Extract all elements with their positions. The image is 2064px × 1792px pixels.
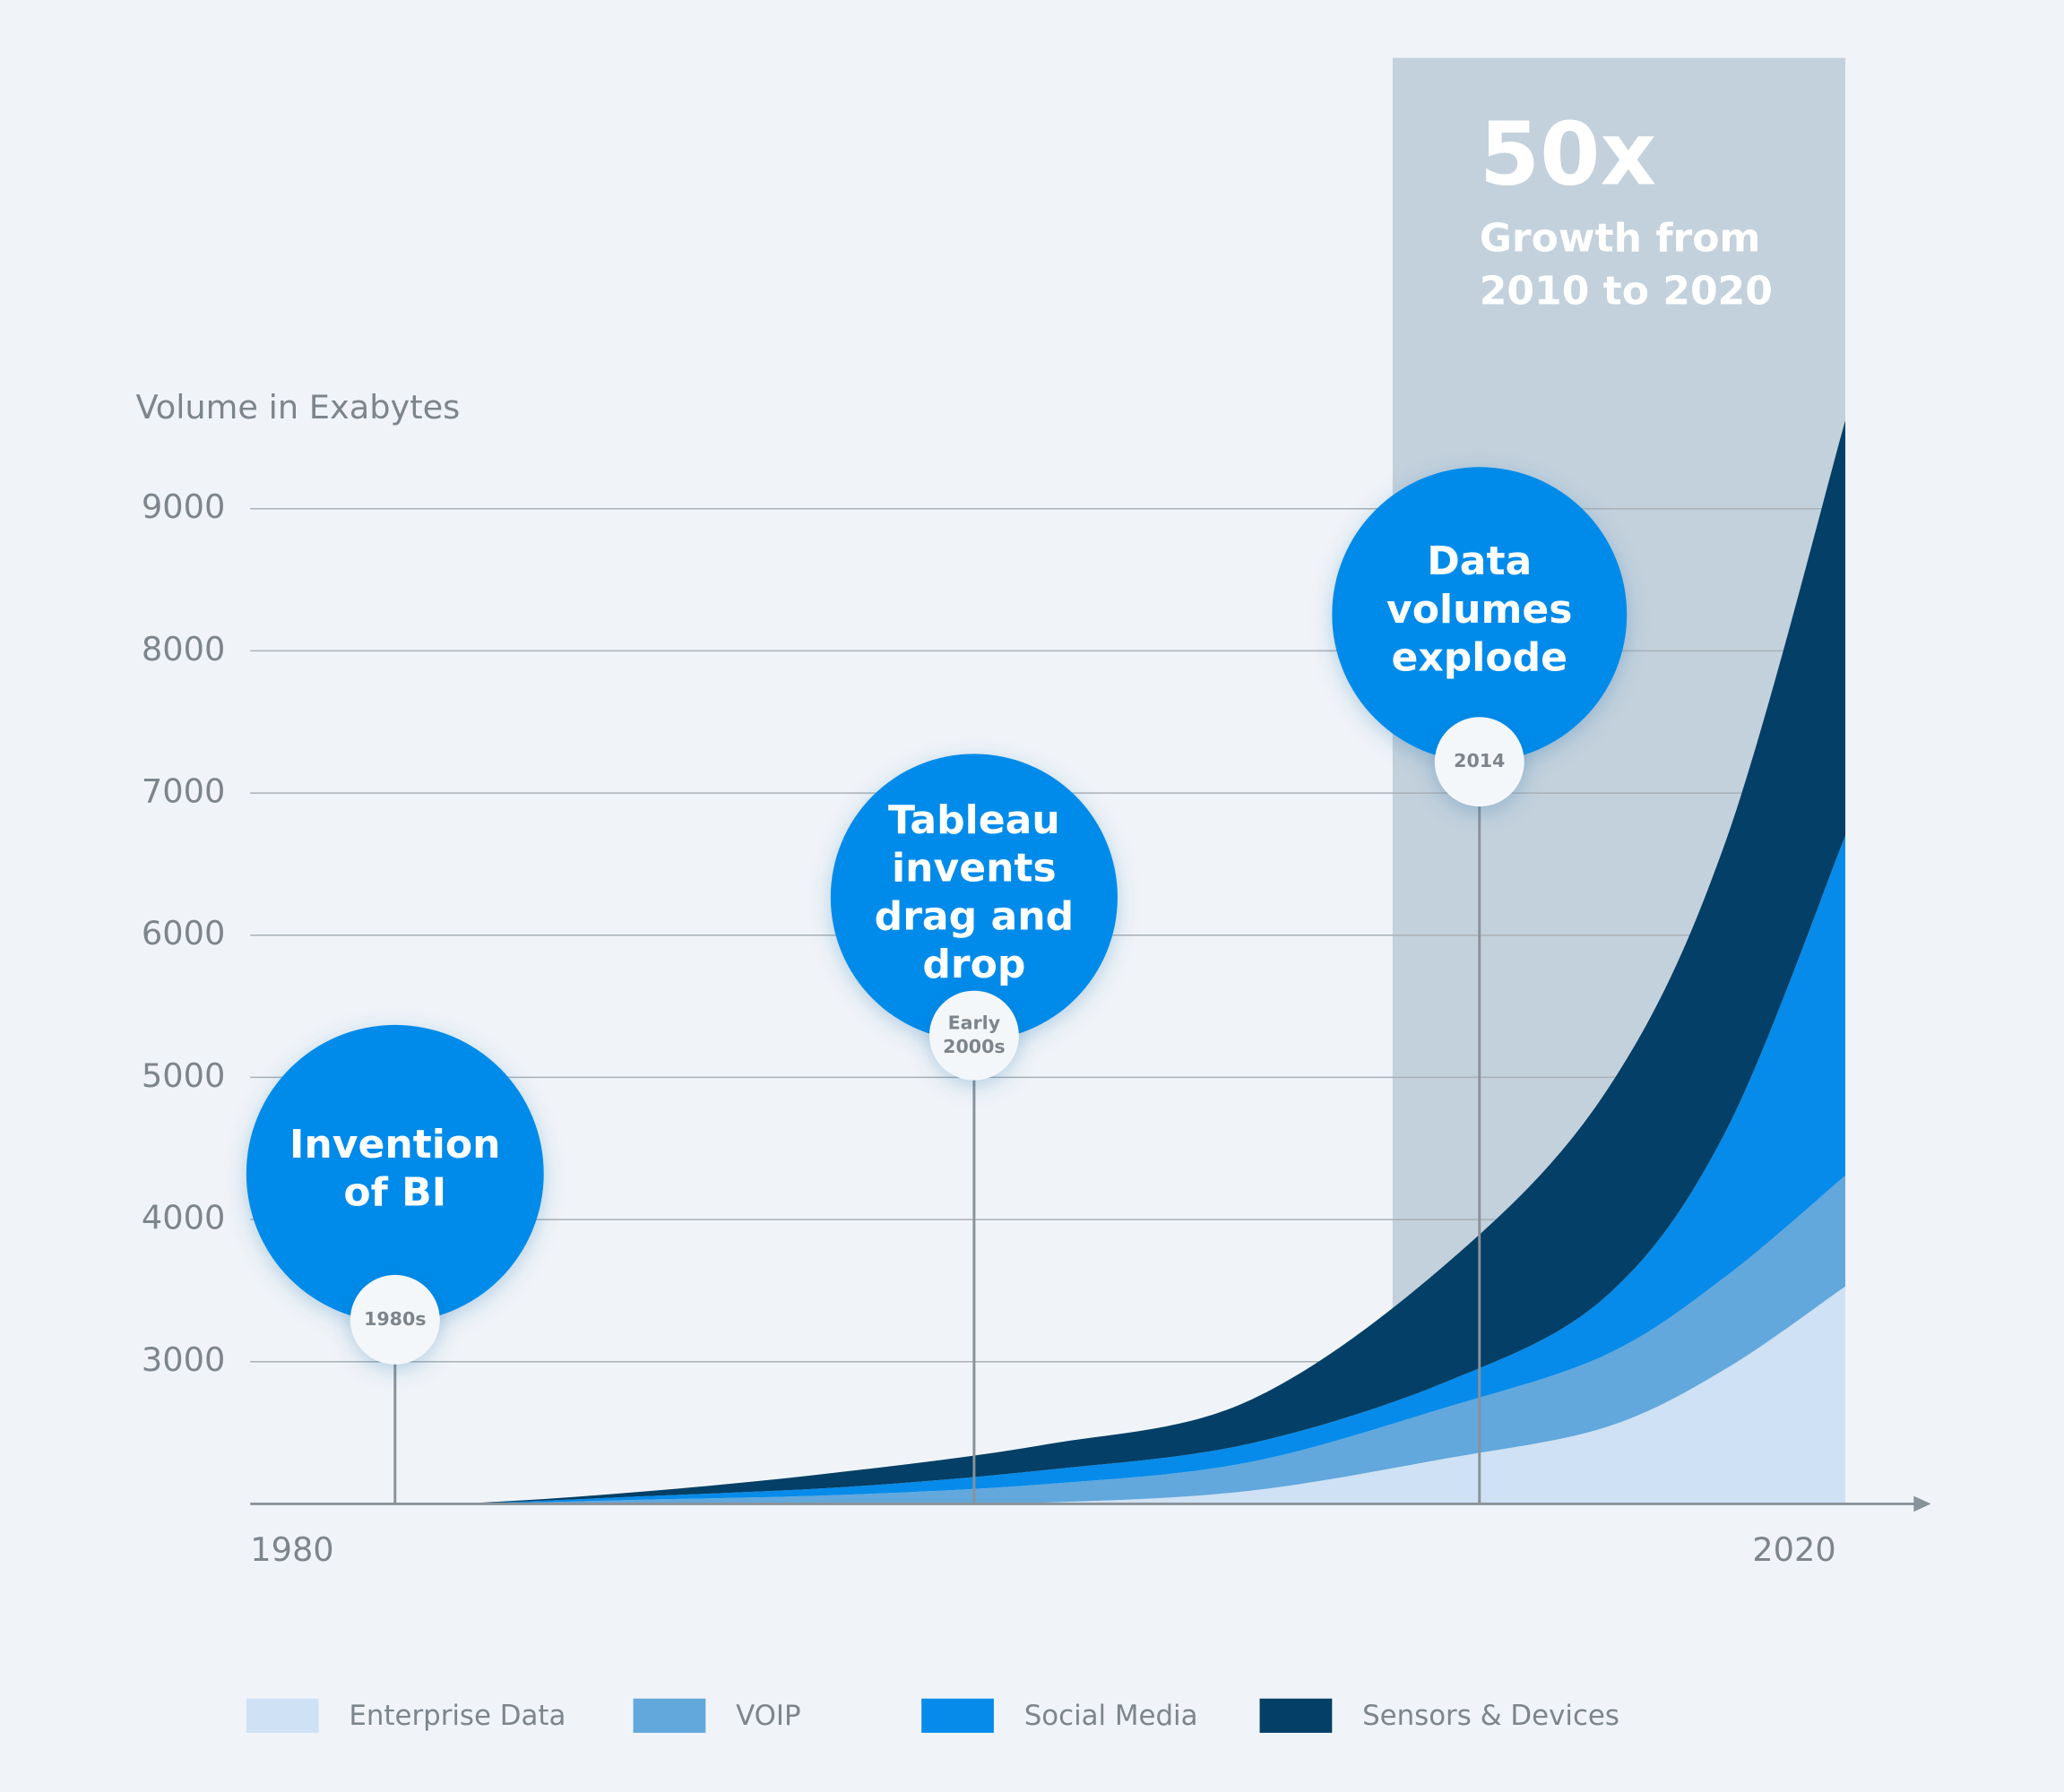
area xyxy=(250,1175,1845,1504)
annotation-bubble xyxy=(246,1024,544,1322)
annotation-date: 2014 xyxy=(1454,750,1505,771)
y-axis-title: Volume in Exabytes xyxy=(135,388,460,426)
grid: 3000 4000 5000 6000 7000 8000 9000 1980 2020 xyxy=(142,487,1845,1569)
annotation-text: invents xyxy=(892,846,1057,892)
legend-label: Sensors & Devices xyxy=(1362,1700,1619,1732)
annotation-text: Invention xyxy=(289,1122,500,1167)
highlight-text: 2010 to 2020 xyxy=(1480,268,1773,314)
y-tick-label: 3000 xyxy=(142,1340,225,1379)
y-tick-label: 4000 xyxy=(142,1199,225,1237)
legend-swatch xyxy=(921,1698,994,1733)
highlight-headline: 50x xyxy=(1480,104,1656,205)
y-tick-label: 9000 xyxy=(142,487,225,526)
annotation-text: explode xyxy=(1391,634,1567,680)
annotation-date-badge xyxy=(350,1274,440,1365)
legend-label: VOIP xyxy=(736,1700,801,1732)
legend-swatch xyxy=(1259,1698,1333,1733)
axis-arrow xyxy=(1913,1495,1931,1512)
annotation-date: Early xyxy=(948,1012,1001,1033)
x-tick-label: 1980 xyxy=(250,1530,333,1569)
legend-label: Enterprise Data xyxy=(349,1700,566,1732)
annotation-bubble xyxy=(830,754,1118,1041)
annotation-text: Data xyxy=(1427,538,1532,584)
annotation-text: drop xyxy=(922,942,1025,987)
x-axis xyxy=(250,1495,1931,1512)
y-tick-label: 5000 xyxy=(142,1056,225,1095)
annotation-text: drag and xyxy=(875,893,1074,939)
areas xyxy=(250,420,1845,1505)
legend: Enterprise Data VOIP Social Media Sensors &… xyxy=(246,1698,1619,1733)
legend-swatch xyxy=(633,1698,706,1733)
highlight-text: Growth from xyxy=(1480,216,1761,262)
annotation-bubble xyxy=(1332,467,1628,762)
x-tick-label: 2020 xyxy=(1752,1530,1835,1569)
annotation-date-badge xyxy=(928,990,1019,1081)
annotation-date: 1980s xyxy=(364,1308,426,1330)
area xyxy=(250,1286,1845,1504)
annotation-text: Tableau xyxy=(888,797,1060,843)
annotation-date: 2000s xyxy=(943,1036,1005,1057)
annotation-text: volumes xyxy=(1386,587,1572,633)
legend-swatch xyxy=(246,1698,319,1733)
annotation-date-badge xyxy=(1434,717,1524,807)
legend-label: Social Media xyxy=(1024,1700,1198,1732)
y-tick-label: 7000 xyxy=(142,772,225,811)
y-tick-label: 6000 xyxy=(142,914,225,952)
annotation-text: of BI xyxy=(343,1170,446,1216)
y-tick-label: 8000 xyxy=(142,630,225,668)
